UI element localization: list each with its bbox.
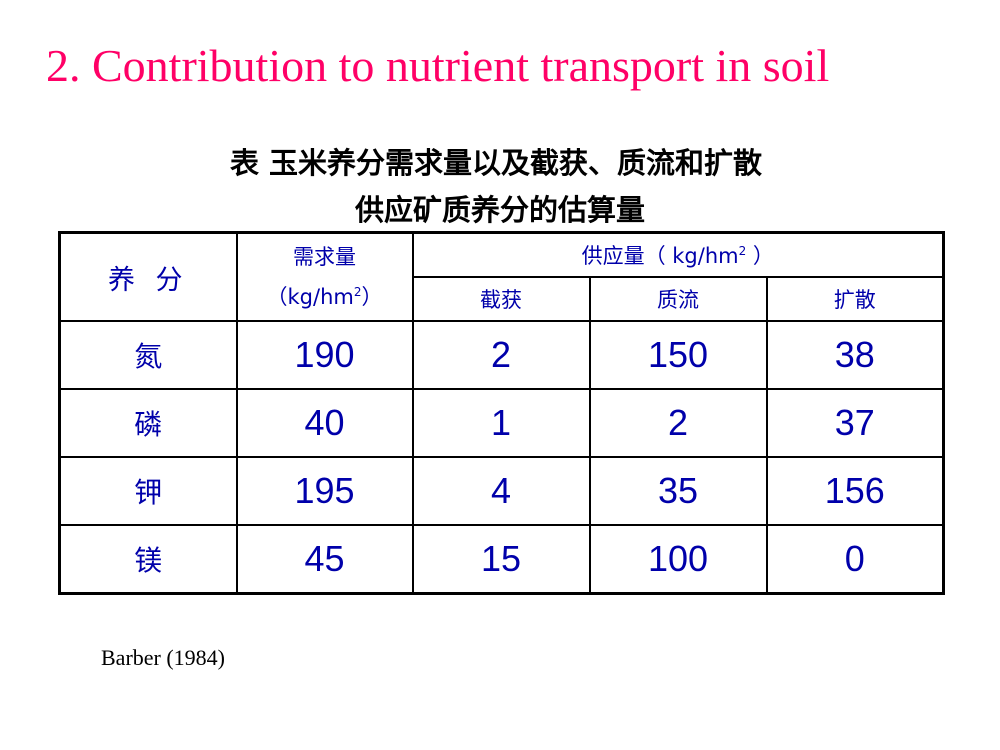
cell-mass-flow: 2 [588,388,768,458]
cell-interception: 15 [411,524,591,595]
nutrient-supply-table: 养 分 需求量 （kg/hm2） 供应量（ kg/hm2 ） 截获 质流 扩散 … [58,231,946,595]
cell-mass-flow: 150 [588,320,768,390]
cell-diffusion: 156 [765,456,945,526]
cell-demand: 40 [235,388,414,458]
cell-interception: 4 [411,456,591,526]
cell-demand: 190 [235,320,414,390]
header-demand: 需求量 （kg/hm2） [235,231,414,322]
cell-diffusion: 38 [765,320,945,390]
header-diffusion: 扩散 [765,276,945,322]
cell-interception: 2 [411,320,591,390]
cell-interception: 1 [411,388,591,458]
cell-nutrient: 镁 [58,524,238,595]
header-demand-unit: （kg/hm2） [266,285,383,309]
table-caption-line-2: 供应矿质养分的估算量 [354,193,645,227]
cell-diffusion: 0 [765,524,945,595]
header-mass-flow: 质流 [588,276,768,322]
cell-nutrient: 钾 [58,456,238,526]
table-row: 镁 45 15 100 0 [58,524,945,595]
table-row: 氮 190 2 150 38 [58,320,945,390]
cell-mass-flow: 35 [588,456,768,526]
cell-mass-flow: 100 [588,524,768,595]
slide-title: 2. Contribution to nutrient transport in… [46,40,830,91]
table-row: 钾 195 4 35 156 [58,456,945,526]
header-interception: 截获 [411,276,591,322]
source-citation: Barber (1984) [101,645,226,670]
header-supply: 供应量（ kg/hm2 ） [411,231,945,278]
cell-demand: 195 [235,456,414,526]
header-nutrient: 养 分 [58,231,238,322]
header-demand-label: 需求量 [293,245,356,269]
cell-nutrient: 氮 [58,320,238,390]
cell-diffusion: 37 [765,388,945,458]
cell-nutrient: 磷 [58,388,238,458]
cell-demand: 45 [235,524,414,595]
table-caption-line-1: 表 玉米养分需求量以及截获、质流和扩散 [229,146,763,180]
table-row: 磷 40 1 2 37 [58,388,945,458]
